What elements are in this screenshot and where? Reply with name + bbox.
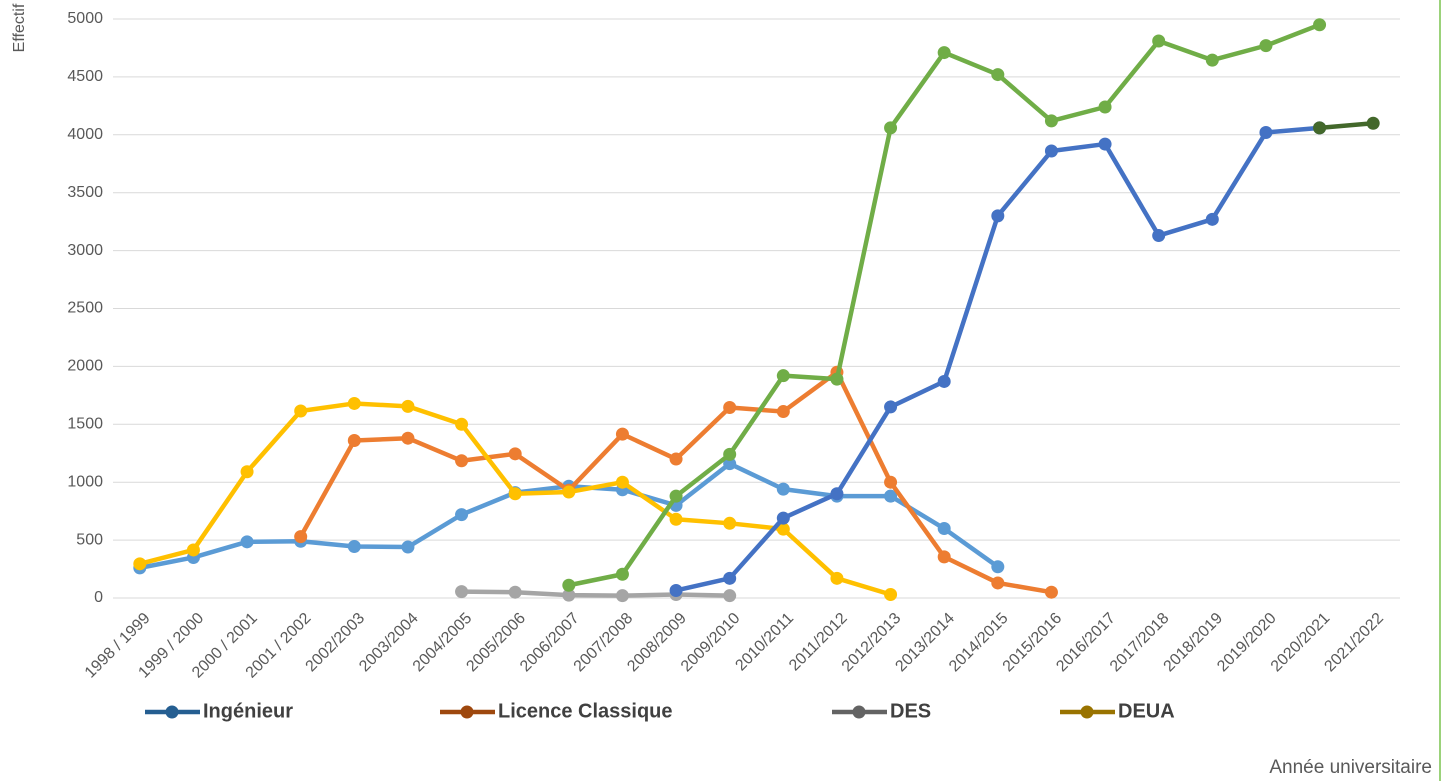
y-tick-label: 1500 [67,416,103,433]
series-marker [615,589,629,603]
series-marker [937,550,951,564]
legend-marker [165,705,179,719]
series-marker [1313,121,1327,135]
series-marker [884,400,898,414]
legend-label: Ingénieur [203,700,293,722]
series-line [673,125,1322,593]
series-marker [991,560,1005,574]
legend-label: Licence Classique [498,700,673,722]
series-marker [723,401,737,415]
series-marker [1152,229,1166,243]
series-marker [401,399,415,413]
legend-marker [1080,705,1094,719]
series-marker [669,512,683,526]
series-marker [776,405,790,419]
series-marker [1044,114,1058,128]
series-marker [669,583,683,597]
series-marker [455,417,469,431]
series-marker [884,121,898,135]
legend-marker [852,705,866,719]
series-marker [723,457,737,471]
series-marker [1259,125,1273,139]
series-marker [776,369,790,383]
y-tick-label: 1000 [67,473,103,490]
series-marker [401,431,415,445]
series-marker [455,585,469,599]
series-marker [991,576,1005,590]
series-marker [937,374,951,388]
series-marker [615,475,629,489]
y-tick-label: 4500 [67,68,103,85]
series-marker [884,475,898,489]
series-marker [186,543,200,557]
series-line [137,461,1001,571]
series-marker [1044,585,1058,599]
series-marker [723,589,737,603]
series-marker [776,482,790,496]
series-marker [294,404,308,418]
series-marker [562,485,576,499]
series-marker [562,588,576,602]
series-marker [508,487,522,501]
series-marker [723,571,737,585]
series-marker [830,487,844,501]
series-marker [347,434,361,448]
series-marker [240,465,254,479]
series-marker [776,522,790,536]
series-line [459,589,732,598]
y-tick-label: 3500 [67,184,103,201]
legend-marker [460,705,474,719]
x-tick-label: 2021/2022 [1321,610,1387,676]
series-marker [347,396,361,410]
series-marker [669,452,683,466]
series-marker [1098,100,1112,114]
series-marker [1205,53,1219,67]
series-marker [776,511,790,525]
series-marker [1366,116,1380,130]
series-marker [723,447,737,461]
y-tick-label: 0 [94,589,103,606]
series-marker [615,567,629,581]
series-marker [830,571,844,585]
series-marker [1152,34,1166,48]
y-tick-label: 4000 [67,126,103,143]
series-marker [1313,18,1327,32]
series-marker [991,209,1005,223]
series-marker [133,557,147,571]
series-marker [1044,144,1058,158]
series-marker [669,489,683,503]
y-tick-label: 3000 [67,242,103,259]
y-tick-label: 2000 [67,358,103,375]
series-marker [1098,137,1112,151]
series-marker [830,372,844,386]
series-marker [508,585,522,599]
series-marker [723,516,737,530]
series-marker [1205,212,1219,226]
y-axis-title: Effectif [11,3,28,52]
y-tick-label: 500 [76,531,103,548]
x-axis-title: Année universitaire [1269,757,1432,778]
series-marker [937,46,951,60]
x-tick-label: 2009/2010 [678,610,744,676]
series-marker [401,540,415,554]
series-marker [294,530,308,544]
legend-label: DEUA [1118,700,1175,722]
series-marker [937,522,951,536]
series-marker [562,578,576,592]
series-marker [455,508,469,522]
series-marker [615,427,629,441]
series-marker [884,588,898,602]
series-line [1317,120,1376,131]
y-tick-label: 5000 [67,10,103,27]
series-marker [1259,39,1273,53]
legend-label: DES [890,700,931,722]
series-marker [240,535,254,549]
series-marker [455,454,469,468]
y-tick-label: 2500 [67,300,103,317]
series-marker [884,489,898,503]
series-marker [347,539,361,553]
series-marker [991,68,1005,82]
series-marker [508,447,522,461]
